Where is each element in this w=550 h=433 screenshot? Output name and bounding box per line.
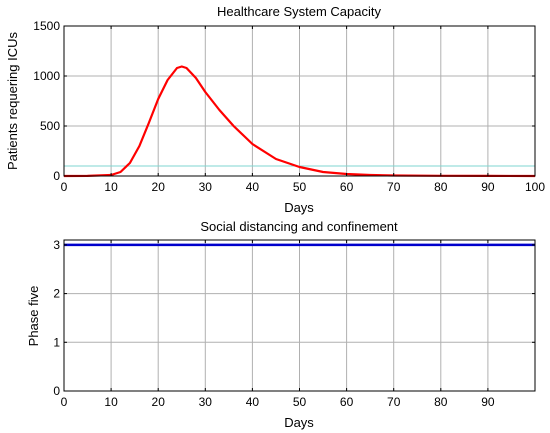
x-tick-label: 60 — [340, 395, 354, 409]
bottom-y-axis-label: Phase five — [26, 286, 41, 347]
y-tick-label: 500 — [40, 119, 60, 133]
top-x-axis-label: Days — [284, 200, 314, 215]
x-tick-label: 40 — [246, 395, 260, 409]
y-tick-label: 0 — [53, 384, 60, 398]
bottom-x-ticks: 0 10 20 30 40 50 60 70 80 90 — [61, 240, 495, 409]
x-tick-label: 0 — [61, 180, 68, 194]
x-tick-label: 10 — [104, 395, 118, 409]
y-tick-label: 2 — [53, 287, 60, 301]
x-tick-label: 30 — [199, 180, 213, 194]
x-tick-label: 80 — [434, 180, 448, 194]
top-gridlines — [64, 26, 535, 176]
x-tick-label: 30 — [199, 395, 213, 409]
bottom-chart: Social distancing and confinement 0 10 20 3… — [26, 219, 536, 430]
x-tick-label: 60 — [340, 180, 354, 194]
bottom-x-axis-label: Days — [284, 415, 314, 430]
top-x-ticks: 0 10 20 30 40 50 60 70 80 90 100 — [61, 26, 545, 194]
x-tick-label: 40 — [246, 180, 260, 194]
x-tick-label: 70 — [387, 180, 401, 194]
y-tick-label: 1000 — [33, 69, 60, 83]
y-tick-label: 0 — [53, 169, 60, 183]
icu-patients-line — [63, 65, 536, 178]
x-tick-label: 10 — [104, 180, 118, 194]
x-tick-label: 90 — [481, 395, 495, 409]
x-tick-label: 20 — [152, 180, 166, 194]
top-plot-border — [63, 25, 536, 177]
x-tick-label: 90 — [481, 180, 495, 194]
top-icu-curve — [63, 65, 536, 178]
y-tick-label: 3 — [53, 238, 60, 252]
bottom-plot-border — [63, 239, 536, 392]
x-tick-label: 80 — [434, 395, 448, 409]
top-y-axis-label: Patients requering ICUs — [5, 31, 20, 170]
x-tick-label: 50 — [293, 395, 307, 409]
x-tick-label: 100 — [525, 180, 545, 194]
y-tick-label: 1 — [53, 335, 60, 349]
top-y-ticks: 0 500 1000 1500 — [33, 19, 535, 183]
x-tick-label: 50 — [293, 180, 307, 194]
top-chart-title: Healthcare System Capacity — [217, 4, 382, 19]
x-tick-label: 20 — [152, 395, 166, 409]
x-tick-label: 0 — [61, 395, 68, 409]
x-tick-label: 70 — [387, 395, 401, 409]
y-tick-label: 1500 — [33, 19, 60, 33]
bottom-chart-title: Social distancing and confinement — [200, 219, 398, 234]
top-chart: Healthcare System Capacity 0 10 20 30 40 50 60… — [5, 4, 545, 215]
